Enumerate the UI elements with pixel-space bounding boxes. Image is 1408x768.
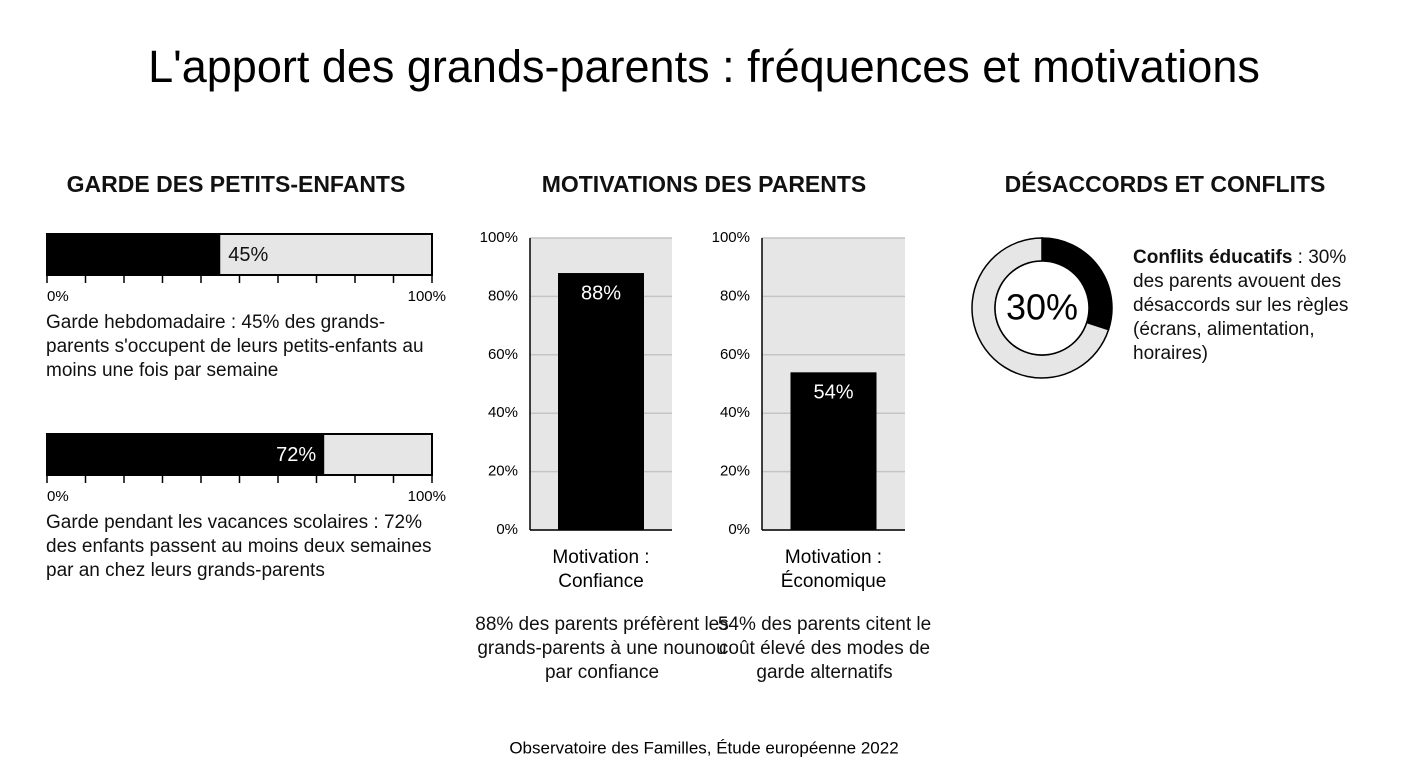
x-tick-label: Motivation : Confiance <box>552 547 649 592</box>
value-label: 45% <box>228 244 268 266</box>
y-tick-label: 20% <box>720 463 750 480</box>
caption: 54% des parents citent le coût élevé des… <box>717 614 932 683</box>
donut-hole <box>994 260 1090 356</box>
y-tick-label: 40% <box>488 404 518 421</box>
value-label: 30% <box>1006 287 1078 328</box>
caption: Conflits éducatifs : 30% des parents avo… <box>1133 246 1373 366</box>
y-tick-label: 100% <box>480 229 518 246</box>
caption: : 30% des parents avouent des désaccords… <box>1133 247 1349 364</box>
source: Observatoire des Familles, Étude europée… <box>509 738 898 757</box>
value-label: 72% <box>276 444 316 466</box>
bar <box>47 434 325 475</box>
x-tick-label: 0% <box>47 488 69 505</box>
y-tick-label: 80% <box>488 287 518 304</box>
caption: 88% des parents préfèrent les grands-par… <box>475 614 729 683</box>
x-tick-label: 100% <box>408 488 446 505</box>
x-tick-label: Motivation : Économique <box>781 547 887 592</box>
value-label: 54% <box>813 382 853 404</box>
caption: Garde pendant les vacances scolaires : 7… <box>46 512 432 581</box>
y-tick-label: 20% <box>488 463 518 480</box>
section-heading: GARDE DES PETITS-ENFANTS <box>66 171 406 197</box>
y-tick-label: 100% <box>712 229 750 246</box>
y-tick-label: 60% <box>720 346 750 363</box>
y-tick-label: 60% <box>488 346 518 363</box>
value-label: 88% <box>581 282 621 304</box>
title: L'apport des grands-parents : fréquences… <box>148 41 1260 92</box>
caption-lead: Conflits éducatifs <box>1133 247 1293 268</box>
bar <box>558 273 644 530</box>
y-tick-label: 40% <box>720 404 750 421</box>
y-tick-label: 80% <box>720 287 750 304</box>
y-tick-label: 0% <box>728 521 750 538</box>
x-tick-label: 100% <box>408 288 446 305</box>
section-heading: MOTIVATIONS DES PARENTS <box>541 171 867 197</box>
caption: Garde hebdomadaire : 45% des grands-pare… <box>46 312 424 381</box>
section-heading: DÉSACCORDS ET CONFLITS <box>1004 171 1326 197</box>
bar <box>790 372 877 530</box>
x-tick-label: 0% <box>47 288 69 305</box>
bar <box>47 234 221 275</box>
y-tick-label: 0% <box>496 521 518 538</box>
